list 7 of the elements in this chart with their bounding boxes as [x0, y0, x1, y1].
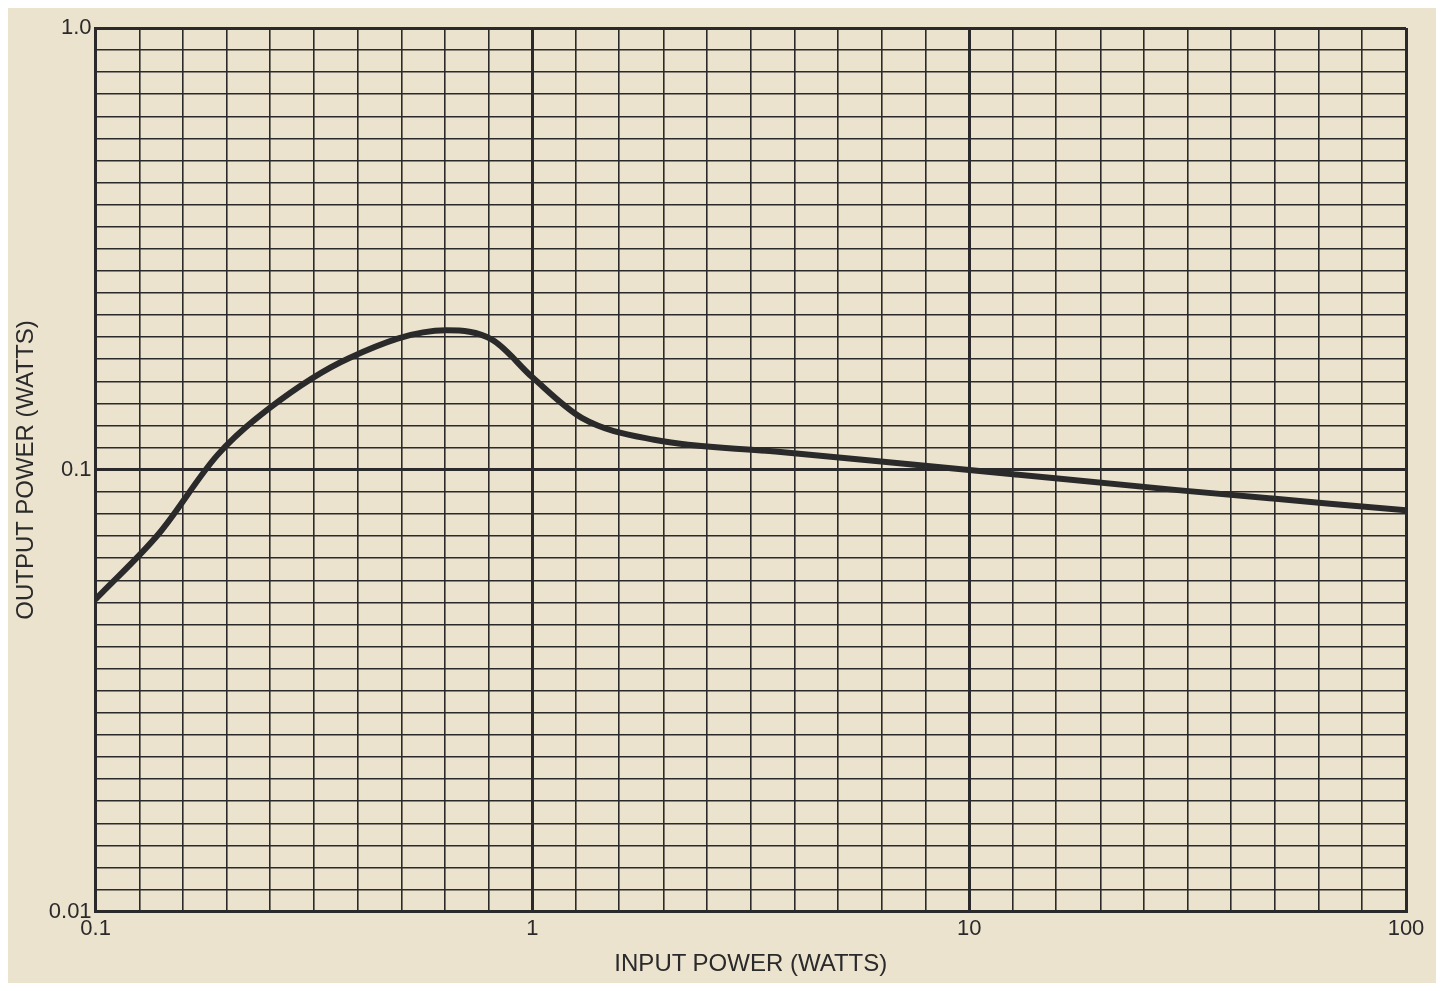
- y-tick-label: 1.0: [61, 14, 92, 40]
- y-tick-label: 0.1: [61, 455, 92, 481]
- x-tick-label: 100: [1387, 915, 1425, 941]
- x-tick-label: 10: [956, 915, 982, 941]
- x-tick-label: 1: [526, 915, 539, 941]
- x-axis-title: INPUT POWER (WATTS): [614, 949, 888, 977]
- y-axis-title: OUTPUT POWER (WATTS): [11, 320, 39, 620]
